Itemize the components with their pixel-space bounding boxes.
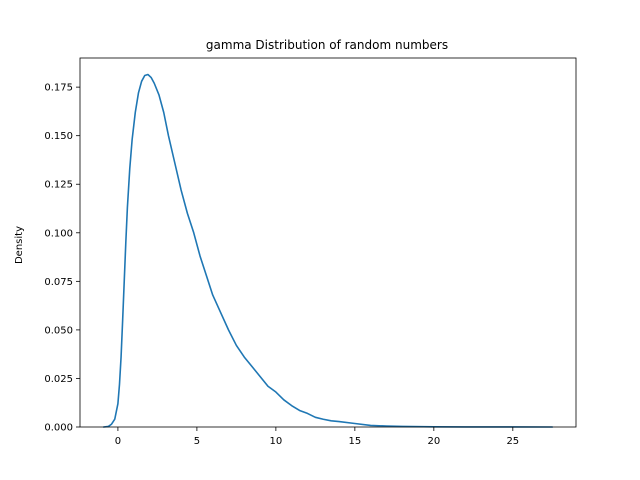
x-tick-label-2: 10	[270, 436, 283, 447]
plot-frame	[79, 57, 577, 428]
y-tick-label-1: 0.025	[44, 374, 73, 385]
y-tick-label-6: 0.150	[44, 131, 73, 142]
x-tick-label-3: 15	[348, 436, 361, 447]
x-tick-label-5: 25	[506, 436, 519, 447]
x-tick-label-4: 20	[427, 436, 440, 447]
y-tick-label-4: 0.100	[44, 228, 73, 239]
y-tick-label-2: 0.050	[44, 325, 73, 336]
y-tick-label-5: 0.125	[44, 180, 73, 191]
x-tick-label-0: 0	[115, 436, 121, 447]
plot-area	[102, 73, 554, 428]
x-tick-label-1: 5	[194, 436, 200, 447]
y-axis: 0.000 0.025 0.050 0.075 0.100 0.125 0.150 0.175	[44, 83, 80, 434]
density-line-0	[102, 73, 554, 428]
y-tick-label-3: 0.075	[44, 277, 73, 288]
y-tick-label-0: 0.000	[44, 423, 73, 434]
y-tick-label-7: 0.175	[44, 83, 73, 94]
x-axis: 0 5 10 15 20 25	[115, 427, 519, 447]
chart-title: gamma Distribution of random numbers	[206, 38, 448, 52]
y-axis-label: Density	[14, 226, 25, 264]
